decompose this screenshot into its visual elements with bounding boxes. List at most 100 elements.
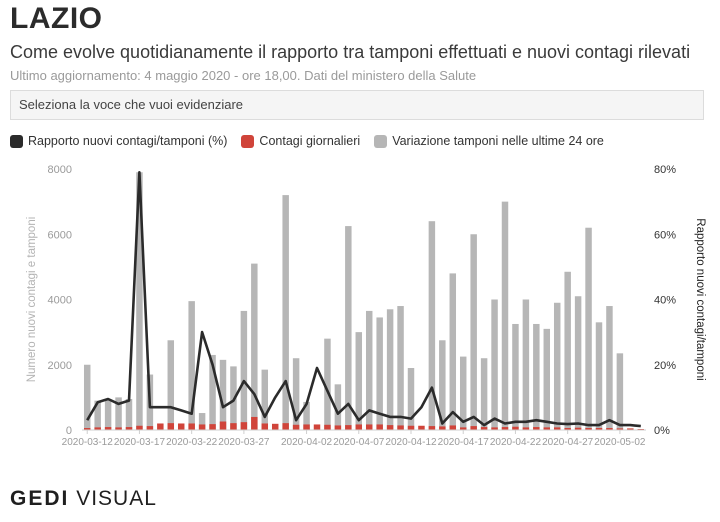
legend-label-ratio: Rapporto nuovi contagi/tamponi (%) [28,134,228,148]
y-left-tick-label: 0 [66,425,72,437]
bar-contagi [376,424,383,430]
highlight-select-label: Seleziona la voce che vuoi evidenziare [19,97,244,112]
bar-contagi [136,425,143,430]
bar-tamponi [470,234,477,430]
legend-swatch-ratio [10,134,23,148]
bar-contagi [470,426,477,430]
bar-contagi [271,423,279,430]
bar-contagi [574,427,582,430]
bar-contagi [115,427,122,430]
bar-contagi [386,425,394,430]
legend-swatch-tamponi [374,134,388,148]
bar-contagi [512,426,519,430]
bar-contagi [418,425,425,430]
bar-tamponi [136,172,143,430]
bar-tamponi [355,332,363,430]
bar-contagi [125,427,133,430]
highlight-select[interactable]: Seleziona la voce che vuoi evidenziare [10,90,704,120]
y-right-tick-label: 80% [654,164,676,176]
chart-legend: Rapporto nuovi contagi/tamponi (%) Conta… [10,134,618,148]
bar-tamponi [533,323,540,430]
bar-contagi [595,428,603,430]
brand-logo-part1: GEDI [10,487,70,510]
bar-contagi [313,424,321,430]
bar-contagi [230,423,237,430]
bar-contagi [146,426,154,430]
bar-tamponi [282,195,289,430]
bar-tamponi [543,328,551,430]
bar-contagi [606,428,613,430]
bar-tamponi [397,306,404,430]
y-right-tick-label: 40% [654,295,676,307]
bar-contagi [553,427,561,430]
bar-contagi [83,428,91,430]
x-tick-label: 2020-04-02 [281,437,333,448]
bar-tamponi [365,310,373,430]
bar-contagi [407,425,415,430]
bar-tamponi [449,273,457,430]
bar-tamponi [553,302,561,430]
legend-item-ratio[interactable]: Rapporto nuovi contagi/tamponi (%) [10,134,227,148]
legend-label-contagi: Contagi giornalieri [259,134,361,148]
bar-tamponi [125,399,133,430]
y-left-tick-label: 2000 [48,360,72,372]
bar-contagi [303,424,310,430]
bar-contagi [449,425,457,430]
bar-tamponi [459,356,467,430]
bar-tamponi [439,340,446,430]
bar-contagi [480,427,488,430]
bar-contagi [188,423,195,430]
bar-contagi [198,424,206,430]
bar-contagi [365,424,373,430]
bar-contagi [167,423,175,430]
bar-tamponi [501,201,509,430]
bar-tamponi [616,353,624,430]
bar-contagi [261,423,269,430]
bar-tamponi [209,354,216,430]
legend-swatch-contagi [241,134,255,148]
legend-item-contagi[interactable]: Contagi giornalieri [241,134,360,148]
bar-contagi [282,423,289,430]
bar-tamponi [595,322,603,430]
bar-tamponi [606,306,613,430]
y-left-axis-title: Numero nuovi contagi e tamponi [26,217,38,383]
bar-contagi [459,427,467,430]
y-right-axis-title: Rapporto nuovi contagi/tamponi [694,218,706,380]
bar-contagi [397,425,404,430]
bar-tamponi [428,221,436,430]
x-tick-label: 2020-04-07 [333,437,385,448]
page-title: LAZIO [10,2,103,35]
bar-contagi [345,425,352,430]
legend-item-tamponi[interactable]: Variazione tamponi nelle ultime 24 ore [374,134,604,148]
bar-tamponi [188,301,195,430]
x-tick-label: 2020-03-12 [62,437,114,448]
bar-tamponi [334,384,342,430]
bar-tamponi [167,340,175,430]
y-right-tick-label: 0% [654,425,670,437]
bar-tamponi [115,397,122,430]
bar-contagi [334,425,342,430]
brand-logo: GEDI VISUAL [10,487,157,511]
bar-contagi [501,427,509,430]
bar-contagi [157,423,164,430]
bar-contagi [543,427,551,430]
bar-contagi [627,428,634,430]
bar-contagi [94,427,101,430]
legend-label-tamponi: Variazione tamponi nelle ultime 24 ore [392,134,604,148]
y-left-tick-label: 4000 [48,295,72,307]
bar-tamponi [585,227,592,430]
bar-contagi [219,421,227,430]
x-tick-label: 2020-04-17 [438,437,490,448]
bar-tamponi [251,263,258,430]
bar-tamponi [574,296,582,430]
bar-contagi [616,428,624,430]
bar-tamponi [480,358,488,430]
bar-tamponi [198,413,206,430]
bar-contagi [209,424,216,430]
bar-tamponi [376,317,383,430]
bar-tamponi [386,309,394,430]
y-left-tick-label: 8000 [48,164,72,176]
chart-area: 0 2000 4000 6000 8000 0% 20% 40% 60% 80% 2020-03-1… [26,164,706,448]
bar-tamponi [522,299,530,430]
bar-contagi [177,423,185,430]
